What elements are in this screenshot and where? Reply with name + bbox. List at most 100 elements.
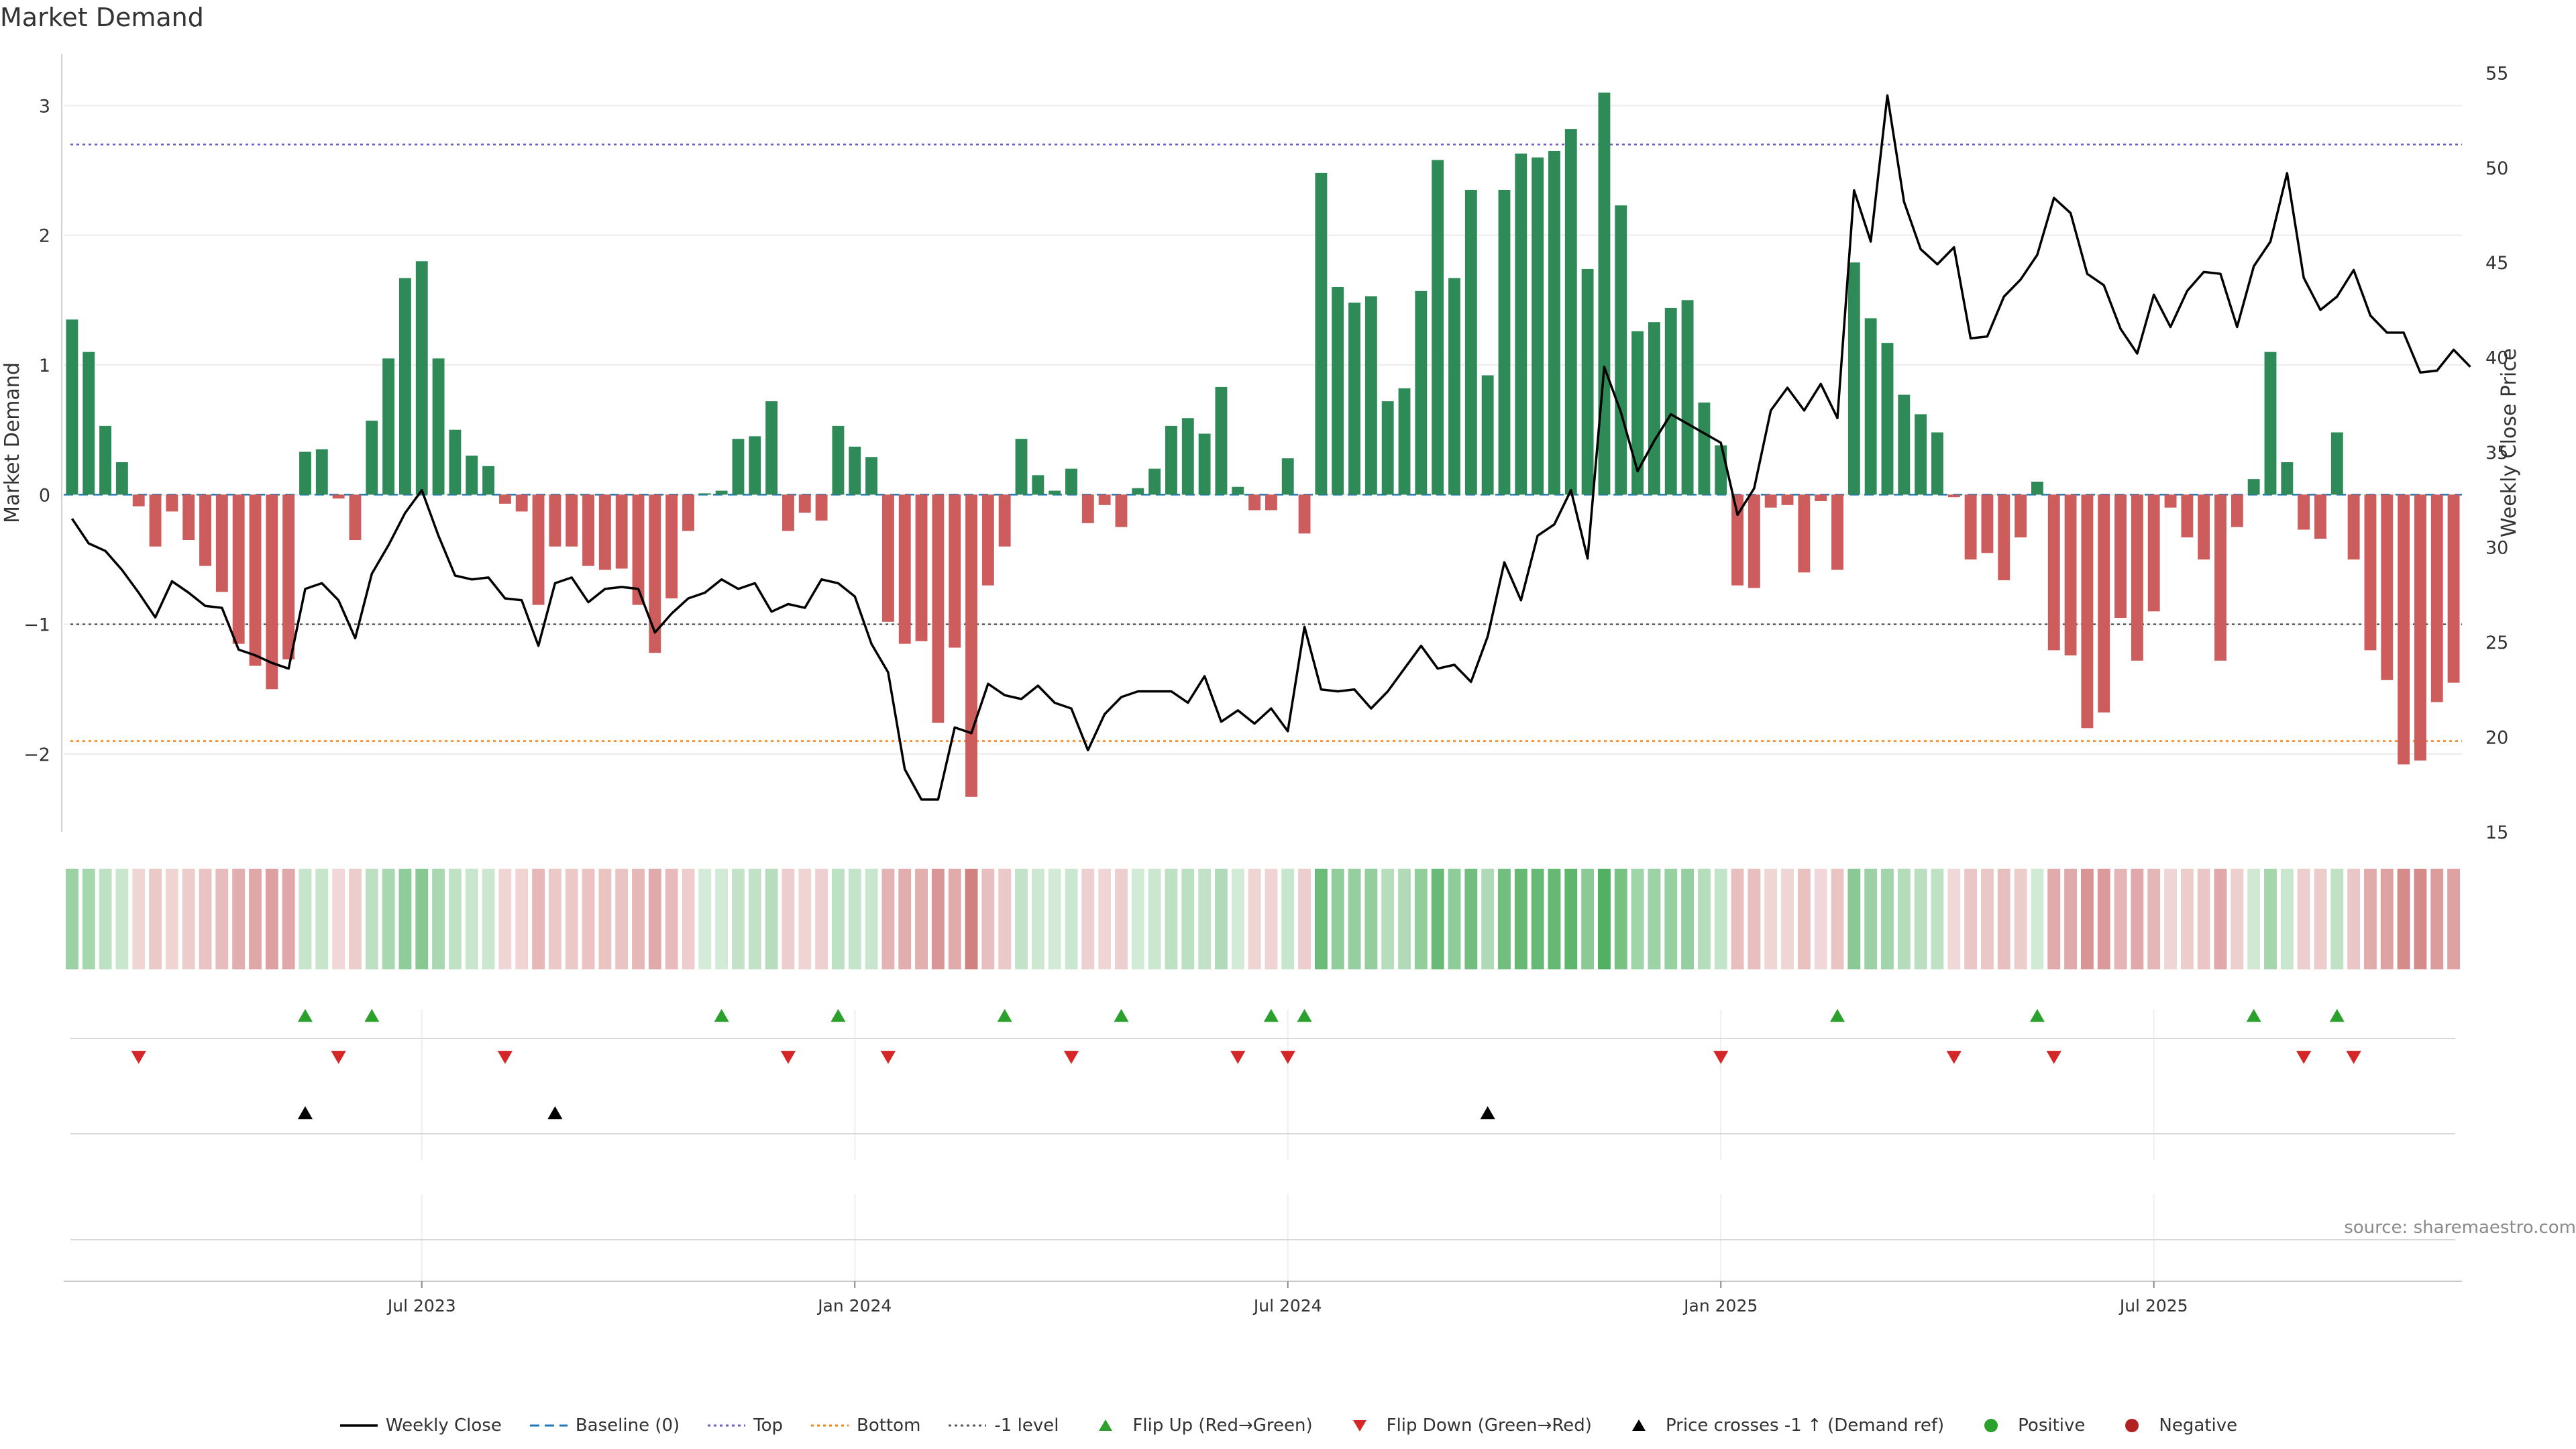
heat-cell — [848, 869, 861, 969]
heat-cell — [1831, 869, 1844, 969]
legend-label: Baseline (0) — [575, 1415, 680, 1436]
heat-cell — [1681, 869, 1695, 969]
heat-cell — [748, 869, 761, 969]
demand-bar — [1364, 296, 1377, 495]
demand-bar — [1381, 401, 1394, 495]
demand-bar — [1398, 388, 1411, 495]
heat-cell — [1564, 869, 1578, 969]
legend-symbol — [811, 1424, 849, 1427]
demand-bar — [2164, 494, 2177, 508]
legend-item: Positive — [1971, 1415, 2085, 1436]
heat-cell — [598, 869, 612, 969]
heat-cell — [1098, 869, 1112, 969]
heat-cell — [1165, 869, 1178, 969]
demand-bar — [632, 494, 645, 605]
flip-down-marker — [880, 1051, 896, 1064]
signal-markers — [131, 1009, 2361, 1120]
flip-down-marker — [131, 1051, 146, 1064]
heat-cell — [1081, 869, 1095, 969]
legend-item: Baseline (0) — [529, 1415, 680, 1436]
demand-bar — [83, 352, 95, 495]
heat-cell — [1931, 869, 1944, 969]
demand-bar — [1931, 432, 1943, 495]
heat-cell — [332, 869, 345, 969]
heat-cell — [1115, 869, 1128, 969]
demand-bar — [1198, 433, 1211, 495]
demand-bar — [1348, 303, 1360, 495]
heat-cell — [132, 869, 146, 969]
heat-cell — [1797, 869, 1811, 969]
heat-cell — [948, 869, 961, 969]
flip-up-marker — [997, 1009, 1012, 1022]
demand-bar — [2114, 494, 2127, 618]
heat-cell — [715, 869, 729, 969]
demand-bar — [2281, 462, 2294, 495]
legend: Weekly Close Baseline (0) Top Bottom -1 leve… — [0, 1415, 2576, 1436]
legend-label: Bottom — [857, 1415, 921, 1436]
demand-bar — [1698, 402, 1711, 495]
heat-cell — [998, 869, 1012, 969]
heat-cell — [1581, 869, 1595, 969]
legend-item: Price crosses -1 ↑ (Demand ref) — [1619, 1415, 1944, 1436]
demand-bar — [232, 494, 245, 644]
heat-cell — [398, 869, 412, 969]
demand-bar — [1915, 414, 1927, 495]
heat-cell — [1531, 869, 1544, 969]
demand-bar — [199, 494, 211, 566]
heat-cell — [965, 869, 978, 969]
flip-down-marker — [2346, 1051, 2361, 1064]
heat-cell — [282, 869, 295, 969]
demand-bar — [732, 439, 745, 495]
right-tick-label: 40 — [2485, 348, 2508, 369]
demand-bar — [2414, 494, 2426, 761]
demand-bar — [765, 401, 778, 495]
demand-bar — [932, 494, 945, 723]
demand-bar — [2247, 479, 2260, 495]
demand-bar — [266, 494, 278, 690]
demand-bar — [2015, 494, 2027, 538]
right-tick-label: 50 — [2485, 158, 2508, 179]
demand-bar — [282, 494, 295, 659]
demand-bar — [2330, 432, 2343, 495]
heat-cell — [2047, 869, 2061, 969]
demand-bar — [2147, 494, 2160, 612]
heat-cell — [1498, 869, 1511, 969]
demand-bar — [798, 494, 811, 513]
right-axis-label: Weekly Close Price — [2498, 348, 2521, 537]
demand-bar — [949, 494, 961, 648]
right-tick-label: 15 — [2485, 822, 2508, 843]
heat-cell — [465, 869, 478, 969]
heat-cell — [115, 869, 129, 969]
heat-cell — [1231, 869, 1244, 969]
demand-bar — [1532, 157, 1544, 495]
demand-bar — [1215, 386, 1228, 495]
heat-cell — [82, 869, 95, 969]
heat-cell — [1381, 869, 1395, 969]
demand-bar — [549, 494, 561, 547]
demand-bar — [1947, 494, 1960, 498]
demand-bar — [2430, 494, 2443, 702]
demand-bar — [998, 494, 1011, 547]
demand-bar — [815, 494, 828, 521]
heat-cell — [1748, 869, 1761, 969]
demand-bar — [315, 449, 328, 495]
flip-up-marker — [1830, 1009, 1845, 1022]
demand-bar — [1032, 475, 1044, 495]
legend-label: Flip Down (Green→Red) — [1386, 1415, 1592, 1436]
heat-cell — [1964, 869, 1978, 969]
demand-bar — [1781, 494, 1794, 505]
demand-bar — [2064, 494, 2077, 656]
flip-up-marker — [2246, 1009, 2261, 1022]
legend-item: Bottom — [810, 1415, 920, 1436]
legend-symbol — [339, 1424, 378, 1427]
flip-down-marker — [1713, 1051, 1729, 1064]
demand-bar — [682, 494, 694, 531]
demand-bar — [2214, 494, 2226, 661]
demand-bar — [981, 494, 994, 586]
demand-bars — [66, 93, 2460, 797]
heat-cell — [1148, 869, 1161, 969]
demand-bar — [1232, 486, 1244, 495]
demand-bar — [532, 494, 545, 605]
flip-up-marker — [714, 1009, 729, 1022]
heat-cell — [448, 869, 462, 969]
